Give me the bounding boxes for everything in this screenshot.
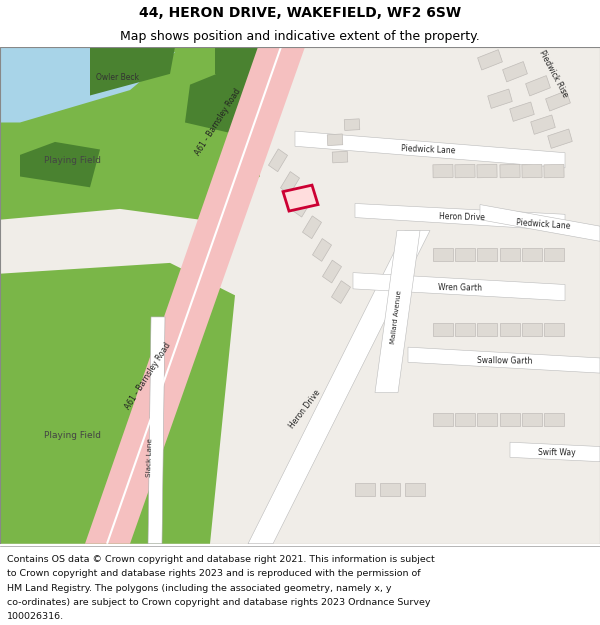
- Polygon shape: [526, 76, 550, 96]
- Text: to Crown copyright and database rights 2023 and is reproduced with the permissio: to Crown copyright and database rights 2…: [7, 569, 421, 578]
- Polygon shape: [500, 413, 520, 426]
- Polygon shape: [531, 115, 555, 134]
- Polygon shape: [355, 204, 565, 231]
- Polygon shape: [500, 164, 520, 177]
- Polygon shape: [215, 47, 270, 90]
- Polygon shape: [455, 323, 475, 336]
- Polygon shape: [522, 323, 542, 336]
- Polygon shape: [85, 47, 305, 544]
- Text: Wren Garth: Wren Garth: [438, 283, 482, 292]
- Polygon shape: [185, 69, 260, 139]
- Text: 100026316.: 100026316.: [7, 612, 64, 621]
- Polygon shape: [545, 91, 571, 111]
- Polygon shape: [500, 248, 520, 261]
- Text: Piedwick Lane: Piedwick Lane: [401, 144, 455, 155]
- Polygon shape: [375, 231, 420, 392]
- Polygon shape: [433, 248, 453, 261]
- Text: Piedwick Rise: Piedwick Rise: [537, 49, 569, 99]
- Text: Heron Drive: Heron Drive: [439, 213, 485, 222]
- Text: Slack Lane: Slack Lane: [146, 438, 154, 477]
- Polygon shape: [522, 164, 542, 177]
- Polygon shape: [0, 47, 600, 544]
- Polygon shape: [480, 204, 600, 241]
- Text: A61 - Barnsley Road: A61 - Barnsley Road: [124, 341, 173, 411]
- Polygon shape: [522, 413, 542, 426]
- Polygon shape: [433, 323, 453, 336]
- Polygon shape: [327, 134, 343, 146]
- Text: Piedwick Lane: Piedwick Lane: [515, 217, 571, 231]
- Polygon shape: [510, 102, 534, 121]
- Polygon shape: [292, 194, 311, 217]
- Polygon shape: [478, 49, 502, 70]
- Text: A61 - Barnsley Road: A61 - Barnsley Road: [193, 88, 242, 158]
- Polygon shape: [295, 131, 565, 168]
- Polygon shape: [90, 47, 175, 96]
- Text: Swallow Garth: Swallow Garth: [477, 356, 533, 366]
- Polygon shape: [503, 62, 527, 82]
- Text: Contains OS data © Crown copyright and database right 2021. This information is : Contains OS data © Crown copyright and d…: [7, 555, 435, 564]
- Polygon shape: [455, 164, 475, 177]
- Polygon shape: [248, 231, 430, 544]
- Polygon shape: [433, 164, 453, 177]
- Text: Playing Field: Playing Field: [44, 156, 101, 165]
- Polygon shape: [433, 413, 453, 426]
- Polygon shape: [0, 47, 260, 274]
- Polygon shape: [148, 317, 165, 544]
- Polygon shape: [344, 119, 360, 131]
- Polygon shape: [302, 216, 322, 239]
- Text: Mallard Avenue: Mallard Avenue: [390, 290, 402, 344]
- Polygon shape: [544, 164, 564, 177]
- Polygon shape: [268, 149, 287, 172]
- Polygon shape: [477, 323, 497, 336]
- Polygon shape: [313, 239, 332, 261]
- Polygon shape: [353, 272, 565, 301]
- Polygon shape: [544, 413, 564, 426]
- Polygon shape: [500, 323, 520, 336]
- Text: Heron Drive: Heron Drive: [287, 388, 322, 430]
- Polygon shape: [477, 164, 497, 177]
- Polygon shape: [0, 263, 235, 544]
- Text: HM Land Registry. The polygons (including the associated geometry, namely x, y: HM Land Registry. The polygons (includin…: [7, 584, 392, 592]
- Polygon shape: [0, 47, 175, 122]
- Polygon shape: [544, 323, 564, 336]
- Polygon shape: [510, 442, 600, 462]
- Polygon shape: [477, 413, 497, 426]
- Polygon shape: [405, 483, 425, 496]
- Text: Map shows position and indicative extent of the property.: Map shows position and indicative extent…: [120, 30, 480, 43]
- Polygon shape: [455, 413, 475, 426]
- Polygon shape: [488, 89, 512, 108]
- Text: 44, HERON DRIVE, WAKEFIELD, WF2 6SW: 44, HERON DRIVE, WAKEFIELD, WF2 6SW: [139, 6, 461, 20]
- Polygon shape: [332, 151, 348, 163]
- Polygon shape: [544, 248, 564, 261]
- Polygon shape: [455, 248, 475, 261]
- Polygon shape: [331, 281, 350, 304]
- Polygon shape: [355, 483, 375, 496]
- Polygon shape: [20, 142, 100, 188]
- Polygon shape: [322, 260, 341, 283]
- Polygon shape: [477, 248, 497, 261]
- Text: Owler Beck: Owler Beck: [97, 72, 139, 82]
- Polygon shape: [548, 129, 572, 148]
- Polygon shape: [408, 347, 600, 373]
- Text: Swift Way: Swift Way: [538, 448, 576, 458]
- Text: co-ordinates) are subject to Crown copyright and database rights 2023 Ordnance S: co-ordinates) are subject to Crown copyr…: [7, 598, 431, 607]
- Polygon shape: [283, 185, 318, 211]
- Polygon shape: [522, 248, 542, 261]
- Text: Playing Field: Playing Field: [44, 431, 101, 440]
- Polygon shape: [280, 172, 299, 194]
- Polygon shape: [380, 483, 400, 496]
